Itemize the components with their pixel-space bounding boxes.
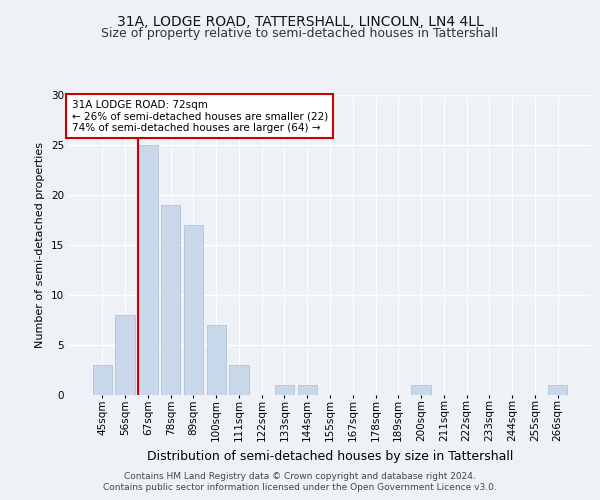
Bar	[93, 365, 112, 395]
Text: 31A LODGE ROAD: 72sqm
← 26% of semi-detached houses are smaller (22)
74% of semi: 31A LODGE ROAD: 72sqm ← 26% of semi-deta…	[71, 100, 328, 132]
Bar	[115, 315, 135, 395]
X-axis label: Distribution of semi-detached houses by size in Tattershall: Distribution of semi-detached houses by …	[147, 450, 513, 462]
Bar	[138, 145, 158, 395]
Text: Size of property relative to semi-detached houses in Tattershall: Size of property relative to semi-detach…	[101, 28, 499, 40]
Text: Contains public sector information licensed under the Open Government Licence v3: Contains public sector information licen…	[103, 483, 497, 492]
Bar	[161, 205, 181, 395]
Text: Contains HM Land Registry data © Crown copyright and database right 2024.: Contains HM Land Registry data © Crown c…	[124, 472, 476, 481]
Bar	[548, 385, 567, 395]
Bar	[184, 225, 203, 395]
Bar	[412, 385, 431, 395]
Bar	[206, 325, 226, 395]
Y-axis label: Number of semi-detached properties: Number of semi-detached properties	[35, 142, 46, 348]
Bar	[275, 385, 294, 395]
Text: 31A, LODGE ROAD, TATTERSHALL, LINCOLN, LN4 4LL: 31A, LODGE ROAD, TATTERSHALL, LINCOLN, L…	[116, 15, 484, 29]
Bar	[229, 365, 248, 395]
Bar	[298, 385, 317, 395]
